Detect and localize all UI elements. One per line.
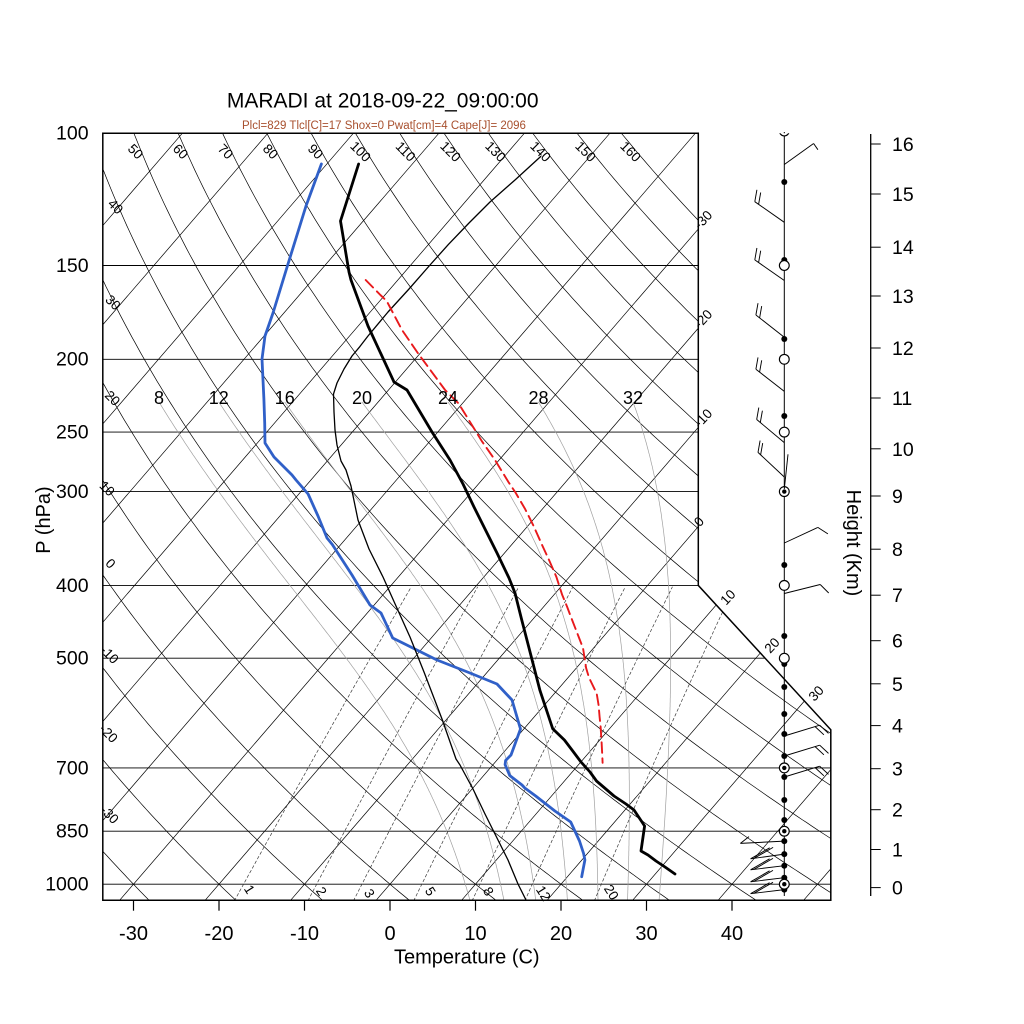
- svg-text:100: 100: [56, 123, 89, 145]
- svg-text:7: 7: [892, 585, 903, 607]
- svg-text:12: 12: [892, 338, 914, 360]
- svg-text:1: 1: [892, 840, 903, 862]
- svg-text:16: 16: [892, 134, 914, 156]
- svg-text:250: 250: [56, 422, 89, 444]
- svg-text:30: 30: [635, 923, 657, 945]
- svg-text:8: 8: [154, 388, 164, 408]
- svg-text:60: 60: [170, 141, 191, 162]
- svg-text:0: 0: [384, 923, 395, 945]
- svg-text:70: 70: [215, 141, 236, 162]
- svg-text:MARADI at 2018-09-22_09:00:00: MARADI at 2018-09-22_09:00:00: [227, 90, 539, 113]
- svg-text:15: 15: [892, 184, 914, 206]
- svg-text:-30: -30: [119, 923, 148, 945]
- svg-text:10: 10: [892, 439, 914, 461]
- svg-text:6: 6: [892, 631, 903, 653]
- svg-text:400: 400: [56, 575, 89, 597]
- svg-text:10: 10: [96, 478, 117, 499]
- svg-text:12: 12: [533, 883, 554, 904]
- svg-text:-10: -10: [290, 923, 319, 945]
- svg-text:10: 10: [464, 923, 486, 945]
- svg-text:30: 30: [102, 292, 123, 313]
- svg-text:1000: 1000: [45, 874, 89, 896]
- svg-text:28: 28: [528, 388, 548, 408]
- svg-text:80: 80: [260, 141, 281, 162]
- svg-text:-20: -20: [205, 923, 234, 945]
- svg-text:Height (Km): Height (Km): [842, 490, 864, 597]
- svg-text:20: 20: [762, 635, 783, 656]
- svg-text:40: 40: [105, 196, 126, 217]
- svg-text:9: 9: [892, 486, 903, 508]
- svg-text:4: 4: [892, 716, 903, 738]
- svg-text:Plcl=829 Tlcl[C]=17 Shox=0 Pwa: Plcl=829 Tlcl[C]=17 Shox=0 Pwat[cm]=4 Ca…: [242, 120, 526, 132]
- svg-text:11: 11: [892, 388, 912, 410]
- svg-text:Temperature (C): Temperature (C): [394, 947, 540, 969]
- svg-text:16: 16: [275, 388, 295, 408]
- svg-text:3: 3: [892, 759, 903, 781]
- svg-text:30: 30: [806, 683, 827, 704]
- svg-text:13: 13: [892, 286, 914, 308]
- svg-text:14: 14: [892, 237, 914, 259]
- svg-text:200: 200: [56, 349, 89, 371]
- svg-text:500: 500: [56, 648, 89, 670]
- svg-text:24: 24: [438, 388, 458, 408]
- svg-text:P (hPa): P (hPa): [33, 486, 55, 553]
- svg-text:20: 20: [352, 388, 372, 408]
- svg-text:20: 20: [601, 882, 622, 903]
- svg-text:0: 0: [892, 878, 903, 900]
- svg-text:40: 40: [721, 923, 743, 945]
- svg-text:5: 5: [892, 674, 903, 696]
- svg-text:300: 300: [56, 481, 89, 503]
- svg-text:50: 50: [125, 141, 146, 162]
- svg-text:20: 20: [550, 923, 572, 945]
- svg-text:150: 150: [56, 255, 89, 277]
- svg-text:12: 12: [209, 388, 229, 408]
- svg-text:90: 90: [305, 141, 326, 162]
- svg-text:2: 2: [892, 800, 903, 822]
- svg-text:10: 10: [717, 587, 738, 608]
- svg-text:700: 700: [56, 757, 89, 779]
- svg-text:850: 850: [56, 821, 89, 843]
- svg-text:8: 8: [892, 539, 903, 561]
- svg-text:32: 32: [623, 388, 643, 408]
